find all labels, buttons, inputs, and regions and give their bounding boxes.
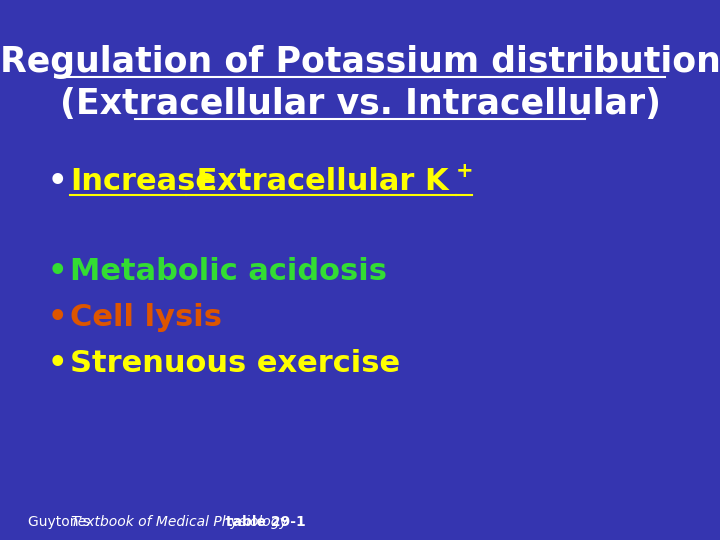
Text: Guyton’s: Guyton’s xyxy=(28,515,94,529)
Text: Increase: Increase xyxy=(70,167,216,197)
Text: •: • xyxy=(48,349,68,379)
Text: •: • xyxy=(48,167,68,197)
Text: Regulation of Potassium distribution: Regulation of Potassium distribution xyxy=(0,45,720,79)
Text: Metabolic acidosis: Metabolic acidosis xyxy=(70,258,387,287)
Text: Textbook of Medical Physiology: Textbook of Medical Physiology xyxy=(71,515,288,529)
Text: Cell lysis: Cell lysis xyxy=(70,303,222,333)
Text: •: • xyxy=(48,258,68,287)
Text: Extracellular K: Extracellular K xyxy=(186,167,449,197)
Text: Strenuous exercise: Strenuous exercise xyxy=(70,349,400,379)
Text: table 29-1: table 29-1 xyxy=(221,515,306,529)
Text: •: • xyxy=(48,303,68,333)
Text: +: + xyxy=(456,161,474,181)
Text: (Extracellular vs. Intracellular): (Extracellular vs. Intracellular) xyxy=(60,87,660,121)
